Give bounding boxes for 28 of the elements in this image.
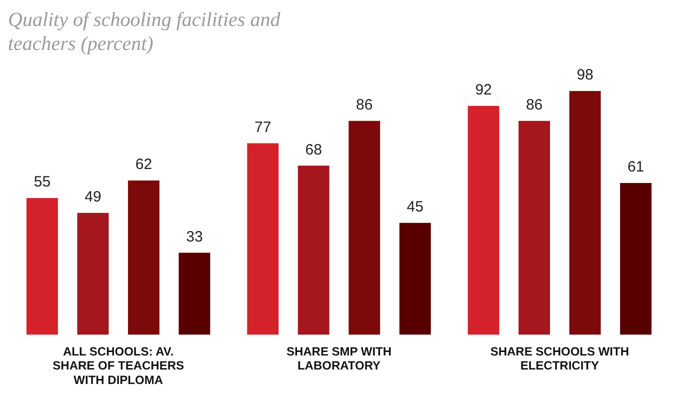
bar [468,106,500,335]
chart-title: Quality of schooling facilities and teachers (percent) [8,8,282,56]
data-label: 86 [356,96,373,114]
data-label: 45 [406,198,424,216]
bar [128,180,160,335]
bar [620,183,652,335]
data-label: 86 [526,96,543,114]
x-tick-label: SHARE SCHOOLS WITH ELECTRICITY [490,344,630,373]
bar [77,212,109,335]
data-label: 92 [475,82,492,99]
data-label: 77 [254,118,272,136]
bar [26,198,58,335]
bar [247,143,279,335]
data-label: 55 [34,174,51,191]
bar [348,120,380,335]
x-tick-label: ALL SCHOOLS: AV. SHARE OF TEACHERS WITH DIPLOMA [52,344,184,388]
data-label: 98 [576,66,594,84]
bar [178,252,210,335]
data-label: 61 [627,158,644,176]
bar [569,90,601,335]
x-tick-label: SHARE SMP WITH LABORATORY [286,344,392,373]
data-label: 68 [305,141,322,158]
bar [399,222,431,335]
bar [298,166,330,335]
data-label: 62 [135,156,152,174]
data-label: 33 [186,228,203,246]
bar [518,120,550,335]
data-label: 49 [84,188,102,206]
